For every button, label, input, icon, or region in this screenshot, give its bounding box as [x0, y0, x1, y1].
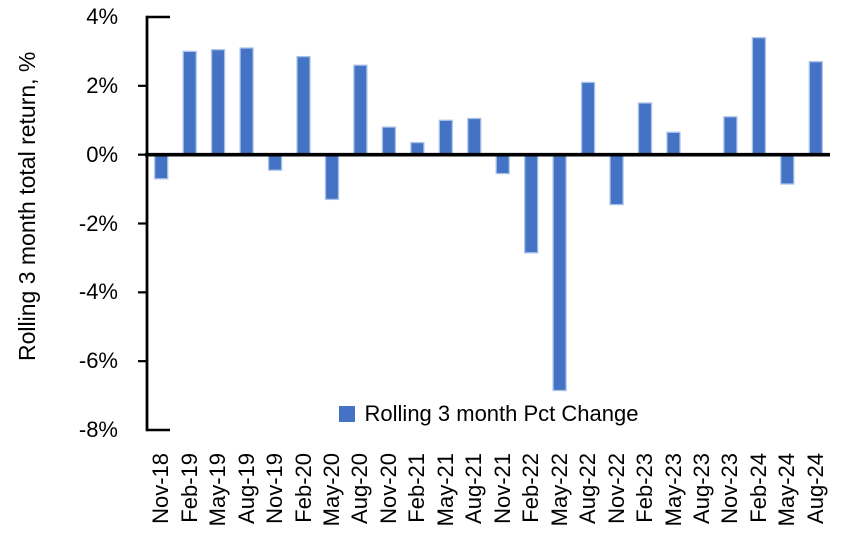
- x-tick-label: Aug-22: [575, 453, 601, 524]
- y-tick-label: 0%: [86, 141, 118, 167]
- bar-May-24: [780, 154, 795, 185]
- bar-Nov-21: [495, 154, 510, 175]
- x-tick-label: Nov-22: [603, 453, 629, 524]
- legend-swatch: [338, 406, 355, 422]
- bar-May-21: [438, 119, 453, 156]
- y-tick-label: -8%: [78, 417, 118, 442]
- bar-Nov-22: [609, 154, 624, 206]
- bar-Aug-22: [580, 81, 596, 156]
- y-tick-label: -6%: [78, 348, 118, 374]
- bar-Aug-24: [808, 61, 823, 156]
- x-tick-label: Nov-19: [262, 453, 288, 524]
- bar-May-23: [666, 131, 681, 156]
- x-tick-label: May-23: [660, 453, 686, 527]
- y-tick-label: 2%: [86, 72, 118, 98]
- x-tick-label: Feb-24: [745, 453, 771, 523]
- x-tick-label: Feb-21: [404, 453, 430, 523]
- bar-Nov-19: [267, 154, 283, 171]
- bar-Feb-19: [182, 50, 197, 156]
- x-tick-label: Aug-19: [233, 453, 259, 524]
- bar-Aug-20: [353, 64, 368, 156]
- x-tick-label: Nov-21: [489, 453, 515, 524]
- bar-Feb-20: [296, 55, 311, 156]
- y-tick-label: -2%: [78, 210, 118, 236]
- bar-Aug-19: [239, 47, 254, 156]
- bar-Feb-22: [524, 154, 539, 254]
- bar-Nov-18: [154, 154, 169, 180]
- x-tick-label: Nov-20: [375, 453, 401, 524]
- x-tick-label: Aug-23: [688, 453, 714, 524]
- x-tick-label: May-20: [319, 453, 344, 527]
- bar-Feb-21: [410, 141, 425, 156]
- bar-May-20: [324, 154, 340, 201]
- x-tick-label: May-22: [546, 453, 572, 527]
- x-tick-label: May-19: [205, 453, 231, 527]
- x-tick-label: Nov-18: [148, 453, 174, 524]
- x-tick-label: Aug-21: [461, 453, 487, 524]
- x-tick-label: Aug-20: [347, 453, 373, 524]
- y-tick-label: 4%: [86, 4, 118, 29]
- legend-label: Rolling 3 month Pct Change: [364, 401, 639, 426]
- bar-Feb-23: [637, 102, 653, 156]
- y-tick-label: -4%: [78, 279, 118, 305]
- bar-May-22: [552, 154, 567, 392]
- bar-Nov-20: [381, 126, 397, 156]
- x-tick-label: Nov-23: [717, 453, 743, 524]
- x-tick-label: Aug-24: [802, 453, 828, 524]
- bar-Nov-23: [723, 116, 738, 156]
- x-tick-label: Feb-20: [290, 453, 316, 523]
- x-tick-label: Feb-22: [518, 453, 544, 523]
- legend: Rolling 3 month Pct Change: [147, 401, 830, 427]
- x-tick-label: Feb-23: [632, 453, 657, 523]
- bar-Feb-24: [751, 37, 767, 156]
- x-tick-label: May-21: [432, 453, 458, 527]
- x-tick-label: May-24: [774, 453, 800, 527]
- bar-May-19: [210, 49, 226, 156]
- x-tick-label: Feb-19: [176, 453, 202, 523]
- bar-Aug-21: [467, 117, 482, 156]
